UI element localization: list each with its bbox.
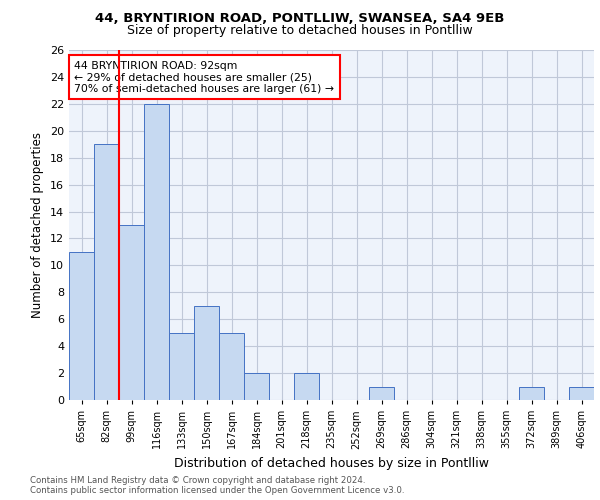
Bar (94, 144, 119, 400)
Bar (219, 332, 244, 400)
Text: Size of property relative to detached houses in Pontlliw: Size of property relative to detached ho… (127, 24, 473, 37)
Bar (294, 373, 319, 400)
Bar (244, 373, 269, 400)
Text: 44 BRYNTIRION ROAD: 92sqm
← 29% of detached houses are smaller (25)
70% of semi-: 44 BRYNTIRION ROAD: 92sqm ← 29% of detac… (74, 60, 334, 94)
Bar (119, 225, 144, 400)
Bar (569, 386, 594, 400)
Bar (194, 306, 219, 400)
Bar (369, 386, 394, 400)
Bar (69, 252, 94, 400)
Bar (169, 332, 194, 400)
Text: Contains HM Land Registry data © Crown copyright and database right 2024.
Contai: Contains HM Land Registry data © Crown c… (30, 476, 404, 495)
Y-axis label: Number of detached properties: Number of detached properties (31, 132, 44, 318)
Text: 44, BRYNTIRION ROAD, PONTLLIW, SWANSEA, SA4 9EB: 44, BRYNTIRION ROAD, PONTLLIW, SWANSEA, … (95, 12, 505, 26)
X-axis label: Distribution of detached houses by size in Pontlliw: Distribution of detached houses by size … (174, 457, 489, 470)
Bar (519, 386, 544, 400)
Bar (144, 104, 169, 400)
